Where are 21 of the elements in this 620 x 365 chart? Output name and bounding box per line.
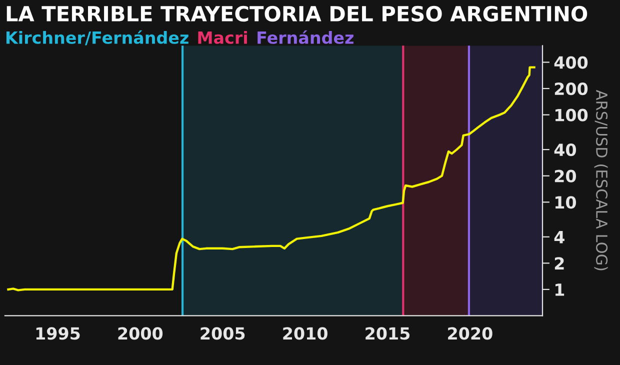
ref-line-label: Fernández [258, 30, 354, 44]
chart-title: LA TERRIBLE TRAYECTORIA DEL PESO ARGENTINO [6, 6, 588, 22]
line-series [7, 66, 536, 292]
x-tick-label: 2015 [366, 327, 410, 340]
y2-tick-label: 10 [555, 196, 576, 209]
y2-tick-label: 2 [554, 257, 564, 270]
x-tick-label: 2005 [200, 327, 245, 340]
x-tick-label: 1995 [36, 327, 80, 340]
x-tick-label: 2020 [448, 327, 492, 340]
y2-tick-label: 200 [554, 82, 588, 96]
x-tick-label: 2000 [118, 327, 163, 340]
y2-tick-label: 1 [555, 284, 564, 296]
y2-tick-label: 40 [554, 144, 576, 156]
y2-tick-label: 100 [555, 108, 588, 122]
y2-tick-label: 400 [554, 56, 588, 69]
y2-axis-title: ARS/USD (ESCALA LOG) [594, 90, 608, 270]
y2-tick-label: 20 [554, 170, 576, 182]
ref-line-label: Kirchner/Fernández [6, 30, 188, 46]
x-tick-label: 2010 [283, 327, 328, 340]
y2-tick-label: 4 [554, 231, 564, 244]
ref-line-label: Macri [198, 31, 247, 44]
